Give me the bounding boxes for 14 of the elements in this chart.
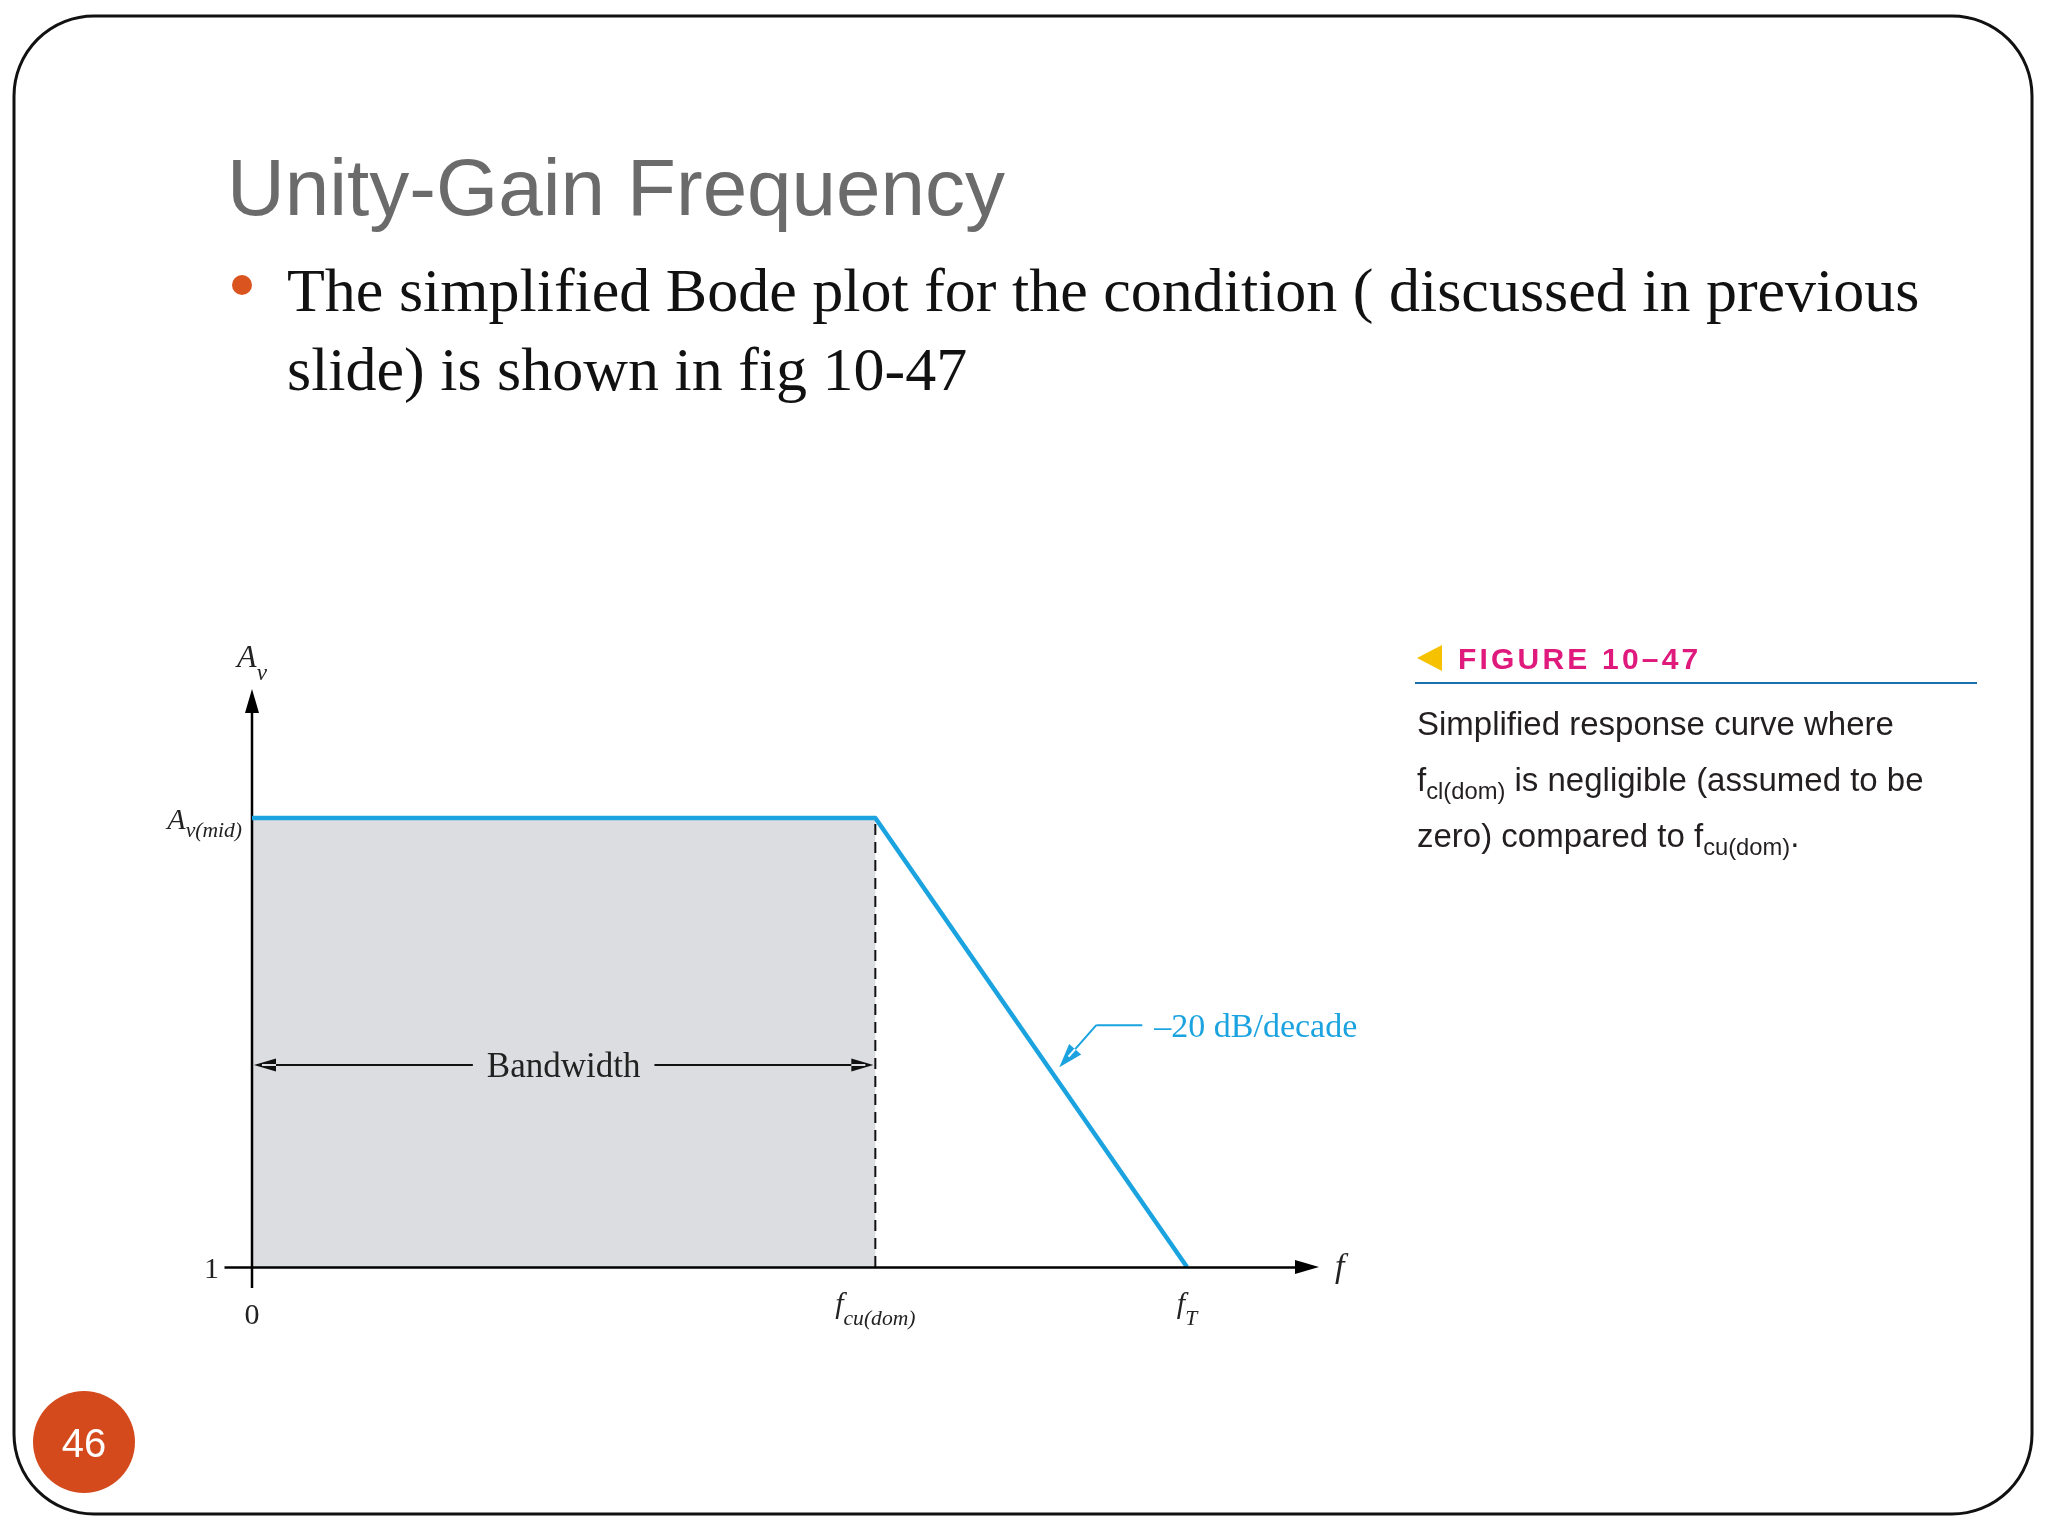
band-label: Bandwidth <box>486 1045 641 1085</box>
x-tick-label: 0 <box>244 1297 260 1330</box>
chart-title: Unity-Gain Frequency <box>227 143 1006 232</box>
annotation: A$_{v(mid)}$ <box>165 801 242 842</box>
x-tick-label: f$_{cu(dom)}$ <box>835 1286 916 1330</box>
x-axis-title: f <box>1335 1247 1349 1284</box>
text: 46 <box>61 1421 107 1465</box>
text: Simplified response curve where f$_{cl(dom)}$ is negligible (assumed to be zero) compared to f$_{cu(dom)}$. <box>1417 704 1925 862</box>
x-tick-label: f$_{T}$ <box>1176 1286 1200 1330</box>
text: 1 <box>204 1250 219 1284</box>
y-axis-title: A$_{v}$ <box>235 638 268 685</box>
chart-subtitle: The simplified Bode plot for the condition ( discussed in previous slide) is shown in fig 10-47 <box>287 255 1921 405</box>
annotation: –20 dB/decade <box>1153 1006 1358 1044</box>
caption: FIGURE 10–47 <box>1458 642 1702 675</box>
